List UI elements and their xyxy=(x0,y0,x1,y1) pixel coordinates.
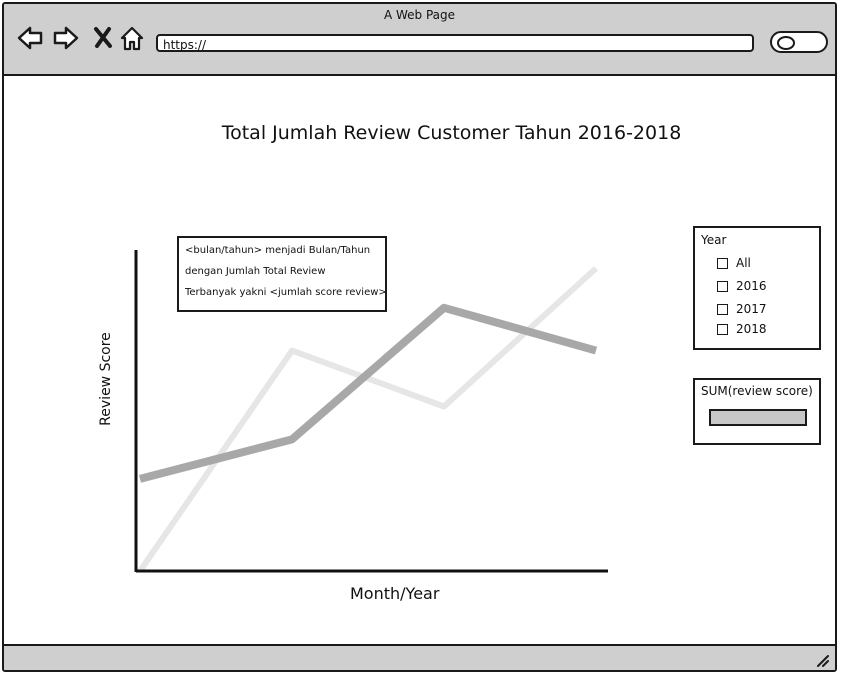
year-filter-panel: Year All 2016 2017 2018 xyxy=(693,226,821,350)
year-option-label: 2017 xyxy=(736,302,767,316)
close-x-icon[interactable] xyxy=(90,24,118,52)
year-option-label: 2018 xyxy=(736,322,767,336)
tooltip-line-2: dengan Jumlah Total Review xyxy=(185,266,326,277)
search-button[interactable] xyxy=(770,31,828,53)
resize-grip-icon[interactable] xyxy=(815,653,829,667)
line-chart xyxy=(134,250,608,573)
sum-review-score-label: SUM(review score) xyxy=(701,384,813,398)
series-layer xyxy=(137,266,599,573)
tooltip-line-3: Terbanyak yakni <jumlah score review> xyxy=(185,287,387,298)
series-line-1 xyxy=(137,266,599,573)
tooltip-line-1: <bulan/tahun> menjadi Bulan/Tahun xyxy=(185,245,371,256)
year-filter-title: Year xyxy=(701,233,727,247)
x-axis-label: Month/Year xyxy=(350,584,440,603)
status-bar xyxy=(4,644,835,670)
forward-arrow-icon[interactable] xyxy=(52,24,80,52)
browser-toolbar: A Web Page https:// xyxy=(4,4,835,76)
home-icon[interactable] xyxy=(118,24,146,52)
window-title: A Web Page xyxy=(383,8,456,22)
checkbox[interactable] xyxy=(717,304,728,315)
address-bar[interactable]: https:// xyxy=(156,34,754,52)
checkbox[interactable] xyxy=(717,258,728,269)
sum-review-score-value-box xyxy=(709,409,807,426)
sum-review-score-panel: SUM(review score) xyxy=(693,378,821,445)
back-arrow-icon[interactable] xyxy=(16,24,44,52)
year-option-label: 2016 xyxy=(736,279,767,293)
series-line-2 xyxy=(138,303,598,483)
checkbox[interactable] xyxy=(717,281,728,292)
page-title: Total Jumlah Review Customer Tahun 2016-… xyxy=(221,122,682,144)
y-axis-label: Review Score xyxy=(98,332,114,426)
year-option-label: All xyxy=(736,256,751,270)
checkbox[interactable] xyxy=(717,324,728,335)
search-icon xyxy=(777,36,795,50)
chart-tooltip: <bulan/tahun> menjadi Bulan/Tahun dengan… xyxy=(177,236,387,312)
